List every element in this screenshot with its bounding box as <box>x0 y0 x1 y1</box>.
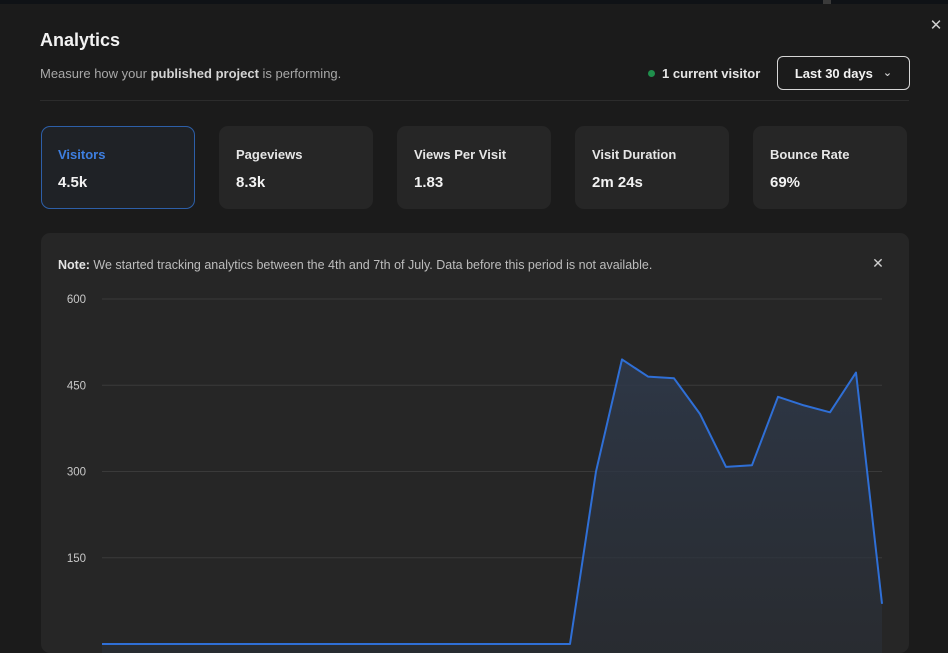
metric-card-views-per-visit[interactable]: Views Per Visit 1.83 <box>397 126 551 209</box>
data-point[interactable] <box>281 641 287 647</box>
close-icon[interactable]: ✕ <box>929 17 943 34</box>
header-divider <box>40 100 909 101</box>
chevron-down-icon: ⌄ <box>882 66 893 79</box>
page-subtitle: Measure how your published project is pe… <box>40 66 341 81</box>
metric-value: 8.3k <box>236 174 266 191</box>
data-point[interactable] <box>879 601 885 607</box>
metric-card-pageviews[interactable]: Pageviews 8.3k <box>219 126 373 209</box>
data-point[interactable] <box>489 641 495 647</box>
metric-label: Visitors <box>58 147 106 162</box>
y-tick-label: 150 <box>67 553 86 565</box>
metric-value: 4.5k <box>58 174 88 191</box>
data-point[interactable] <box>385 641 391 647</box>
metric-value: 69% <box>770 174 801 191</box>
data-point[interactable] <box>515 641 521 647</box>
tracking-note: Note: We started tracking analytics betw… <box>58 258 652 272</box>
data-point[interactable] <box>853 370 859 376</box>
data-point[interactable] <box>99 641 105 647</box>
data-point[interactable] <box>801 402 807 408</box>
dismiss-note-icon[interactable]: ✕ <box>872 255 884 271</box>
data-point[interactable] <box>411 641 417 647</box>
data-point[interactable] <box>151 641 157 647</box>
note-bold: Note: <box>58 258 90 272</box>
metric-cards: Visitors 4.5k Pageviews 8.3k Views Per V… <box>41 126 907 209</box>
metric-value: 1.83 <box>414 174 444 191</box>
y-tick-label: 450 <box>67 380 86 392</box>
data-point[interactable] <box>333 641 339 647</box>
date-range-dropdown[interactable]: Last 30 days ⌄ <box>777 56 910 90</box>
metric-card-bounce-rate[interactable]: Bounce Rate 69% <box>753 126 907 209</box>
data-point[interactable] <box>749 462 755 468</box>
subtitle-pre: Measure how your <box>40 66 151 81</box>
data-point[interactable] <box>593 469 599 475</box>
data-point[interactable] <box>307 641 313 647</box>
metric-card-visit-duration[interactable]: Visit Duration 2m 24s <box>575 126 729 209</box>
data-point[interactable] <box>775 394 781 400</box>
data-point[interactable] <box>177 641 183 647</box>
visitors-area <box>102 359 882 653</box>
metric-value: 2m 24s <box>592 174 643 191</box>
data-point[interactable] <box>619 356 625 362</box>
live-dot-icon <box>648 70 655 77</box>
data-point[interactable] <box>203 641 209 647</box>
chart-panel: Note: We started tracking analytics betw… <box>41 233 909 653</box>
scrollbar-thumb[interactable] <box>823 0 831 4</box>
page-title: Analytics <box>40 30 121 50</box>
subtitle-post: is performing. <box>258 66 342 81</box>
data-point[interactable] <box>541 641 547 647</box>
metric-label: Views Per Visit <box>414 147 507 162</box>
data-point[interactable] <box>359 641 365 647</box>
data-point[interactable] <box>671 375 677 381</box>
metric-label: Bounce Rate <box>770 147 850 162</box>
metric-label: Visit Duration <box>592 147 677 162</box>
data-point[interactable] <box>229 641 235 647</box>
data-point[interactable] <box>463 641 469 647</box>
data-point[interactable] <box>255 641 261 647</box>
current-visitors-status: 1 current visitor <box>648 66 760 81</box>
current-visitors-label: 1 current visitor <box>662 66 761 81</box>
note-text: We started tracking analytics between th… <box>89 258 653 272</box>
metric-card-visitors[interactable]: Visitors 4.5k <box>41 126 195 209</box>
y-tick-label: 300 <box>67 467 86 479</box>
subtitle-bold: published project <box>150 66 259 81</box>
window-top-bar <box>0 0 948 4</box>
data-point[interactable] <box>723 464 729 470</box>
data-point[interactable] <box>437 641 443 647</box>
data-point[interactable] <box>125 641 131 647</box>
y-tick-label: 600 <box>67 294 86 306</box>
data-point[interactable] <box>697 411 703 417</box>
visitors-chart: 600 450 300 150 <box>67 294 885 653</box>
data-point[interactable] <box>567 641 573 647</box>
data-point[interactable] <box>645 374 651 380</box>
metric-label: Pageviews <box>236 147 303 162</box>
data-point[interactable] <box>827 409 833 415</box>
date-range-label: Last 30 days <box>794 65 873 81</box>
